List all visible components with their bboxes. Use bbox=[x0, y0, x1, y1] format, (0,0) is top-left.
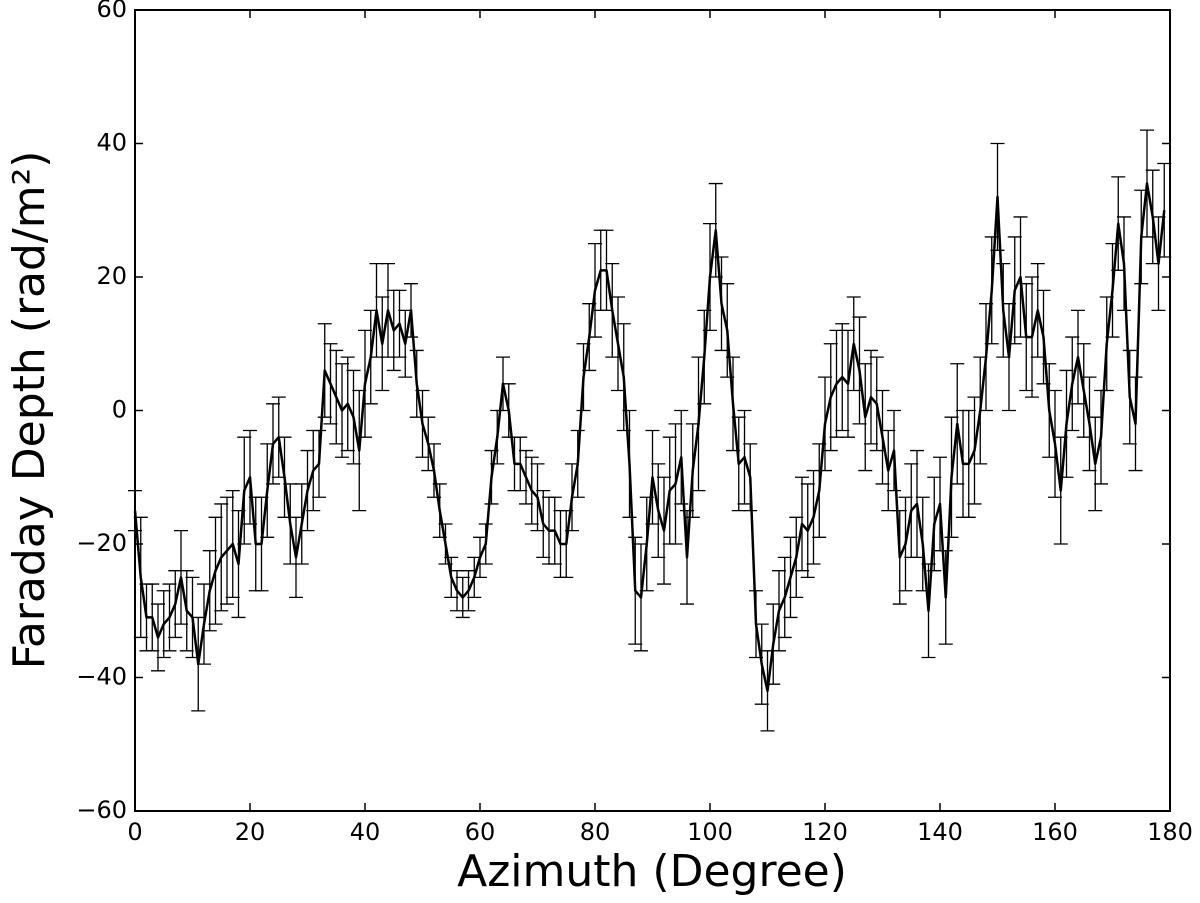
x-tick-label: 20 bbox=[235, 818, 266, 846]
x-tick-label: 100 bbox=[687, 818, 733, 846]
x-tick-label: 40 bbox=[350, 818, 381, 846]
plot-frame bbox=[134, 9, 1171, 812]
x-tick-label: 60 bbox=[465, 818, 496, 846]
y-tick-label: −60 bbox=[76, 796, 127, 824]
y-tick-label: −40 bbox=[76, 663, 127, 691]
y-tick-label: 40 bbox=[96, 129, 127, 157]
x-tick-label: 80 bbox=[580, 818, 611, 846]
x-tick-label: 180 bbox=[1147, 818, 1193, 846]
y-axis-label: Faraday Depth (rad/m²) bbox=[4, 151, 55, 670]
x-tick-label: 120 bbox=[802, 818, 848, 846]
data-line bbox=[133, 182, 1166, 693]
y-tick-label: 20 bbox=[96, 262, 127, 290]
x-tick-label: 0 bbox=[127, 818, 142, 846]
x-tick-label: 140 bbox=[917, 818, 963, 846]
x-axis-label: Azimuth (Degree) bbox=[457, 846, 847, 897]
y-tick-label: 60 bbox=[96, 0, 127, 23]
y-tick-label: 0 bbox=[112, 396, 127, 424]
x-tick-label: 160 bbox=[1032, 818, 1078, 846]
y-tick-label: −20 bbox=[76, 529, 127, 557]
